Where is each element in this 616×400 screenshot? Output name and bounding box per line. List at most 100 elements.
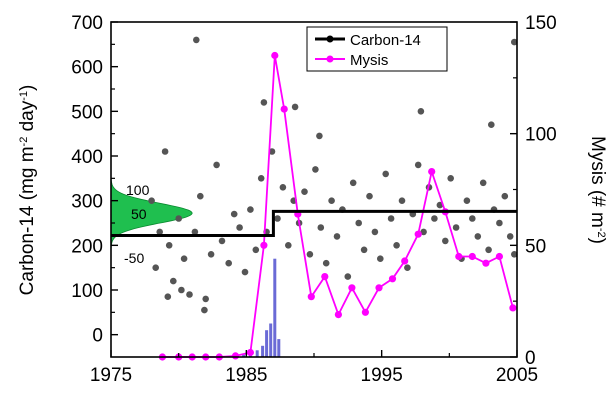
y-left-tick-label: 500	[71, 102, 103, 123]
mysis-point	[348, 284, 356, 292]
y-right-tick-label: 100	[525, 125, 557, 146]
carbon14-observation-point	[420, 228, 427, 236]
mysis-point	[334, 311, 342, 319]
plot-frame	[110, 21, 518, 358]
carbon14-observation-point	[371, 228, 379, 236]
carbon14-observation-point	[164, 293, 172, 301]
distribution-layer	[110, 178, 193, 249]
carbon14-observation-point	[175, 215, 182, 222]
carbon14-observation-point	[485, 246, 492, 254]
mysis-point	[455, 252, 463, 261]
carbon14-observation-point	[268, 148, 276, 155]
y-left-tick-label: 400	[71, 147, 103, 168]
legend-mysis-marker	[326, 55, 334, 63]
carbon14-observation-point	[417, 108, 425, 115]
legend: Carbon-14 Mysis	[306, 26, 448, 72]
carbon14-observation-point	[469, 215, 476, 222]
carbon14-observation-point	[317, 224, 325, 231]
distribution-label-100: 100	[126, 182, 150, 198]
mysis-bar	[269, 323, 273, 357]
y-left-tick-label: 200	[71, 236, 103, 257]
carbon14-observation-point	[218, 237, 226, 245]
x-tick-label: 1995	[361, 365, 403, 386]
carbon14-observation-point	[202, 295, 209, 303]
mysis-bar	[261, 345, 265, 357]
distribution-label-50: 50	[131, 206, 147, 222]
mysis-point	[509, 304, 517, 312]
y-right-tick-label: 50	[525, 236, 546, 257]
axes-layer	[110, 21, 518, 358]
carbon14-observation-point	[431, 215, 438, 222]
carbon14-observation-point	[463, 197, 471, 204]
x-tick-label: 2005	[496, 365, 538, 386]
carbon14-observation-point	[247, 206, 254, 213]
carbon14-observation-point	[148, 197, 155, 204]
y-left-tick-label: 700	[71, 13, 103, 34]
mysis-point	[388, 275, 397, 283]
carbon14-observation-point	[165, 242, 173, 249]
mysis-point	[361, 308, 369, 316]
carbon14-observation-point	[230, 210, 238, 218]
mysis-bar	[265, 330, 269, 357]
y-axis-left-title-mid: day	[17, 100, 38, 136]
carbon14-observation-point	[452, 224, 460, 231]
carbon14-observation-point	[274, 215, 281, 222]
carbon14-observation-point	[279, 184, 287, 191]
carbon14-observation-point	[236, 224, 243, 231]
carbon14-observation-point	[360, 246, 368, 254]
y-left-tick-label: 300	[71, 192, 103, 213]
carbon14-observation-point	[404, 264, 411, 272]
carbon14-observation-point	[496, 219, 503, 227]
y-right-tick-label: 0	[525, 348, 536, 369]
y-axis-left-title-sup2: -1	[18, 91, 30, 101]
y-axis-right-title-sup: -2	[595, 228, 607, 238]
carbon14-observation-point	[316, 132, 323, 140]
x-tick-label: 1975	[90, 365, 132, 386]
y-right-tick-label: 150	[525, 13, 557, 34]
distribution-label-minus50: -50	[124, 250, 144, 266]
carbon14-observation-point	[257, 175, 265, 182]
carbon14-observation-point	[511, 38, 518, 46]
carbon14-observation-point	[312, 166, 319, 173]
carbon14-observation-point	[178, 286, 185, 294]
carbon14-observation-point	[488, 121, 495, 128]
mysis-point	[401, 257, 409, 265]
carbon14-observation-point	[393, 242, 400, 249]
carbon14-observation-point	[156, 228, 163, 236]
carbon14-observation-point	[355, 219, 363, 227]
carbon14-observation-point	[414, 161, 422, 169]
legend-carbon-label: Carbon-14	[350, 32, 421, 49]
carbon14-observation-point	[191, 228, 199, 236]
y-axis-right-title-main: Mysis (# m	[587, 136, 608, 228]
legend-carbon-marker	[326, 35, 334, 43]
mysis-point	[495, 252, 503, 261]
carbon14-observation-point	[301, 188, 308, 195]
carbon14-step-line	[111, 209, 517, 237]
carbon14-observation-point	[213, 161, 220, 169]
y-axis-left-title-end: )	[17, 85, 38, 91]
carbon14-observation-point	[349, 179, 357, 187]
carbon14-observation-point	[344, 273, 352, 280]
carbon14-observation-point	[252, 246, 260, 254]
carbon14-observation-point	[225, 259, 232, 267]
carbon14-observation-point	[186, 291, 193, 298]
y-left-tick-label: 100	[71, 281, 103, 302]
carbon14-observation-point	[479, 179, 487, 187]
mysis-point	[307, 293, 315, 301]
carbon14-observation-point	[387, 215, 395, 222]
carbon14-observation-point	[152, 264, 159, 272]
tick-layer: 1975 1985 1995 2005010020030040050060070005…	[71, 13, 556, 386]
mysis-point	[246, 348, 254, 357]
carbon14-observation-point	[511, 251, 518, 258]
scatter-layer	[148, 36, 518, 314]
carbon14-observation-point	[241, 268, 249, 276]
legend-box	[306, 26, 448, 72]
mysis-bar	[277, 339, 281, 357]
carbon14-observation-point	[306, 251, 314, 258]
carbon14-observation-point	[201, 306, 208, 314]
y-left-tick-label: 600	[71, 58, 103, 79]
carbon14-observation-point	[180, 255, 188, 262]
carbon14-observation-point	[161, 148, 169, 155]
carbon14-observation-point	[260, 99, 268, 106]
